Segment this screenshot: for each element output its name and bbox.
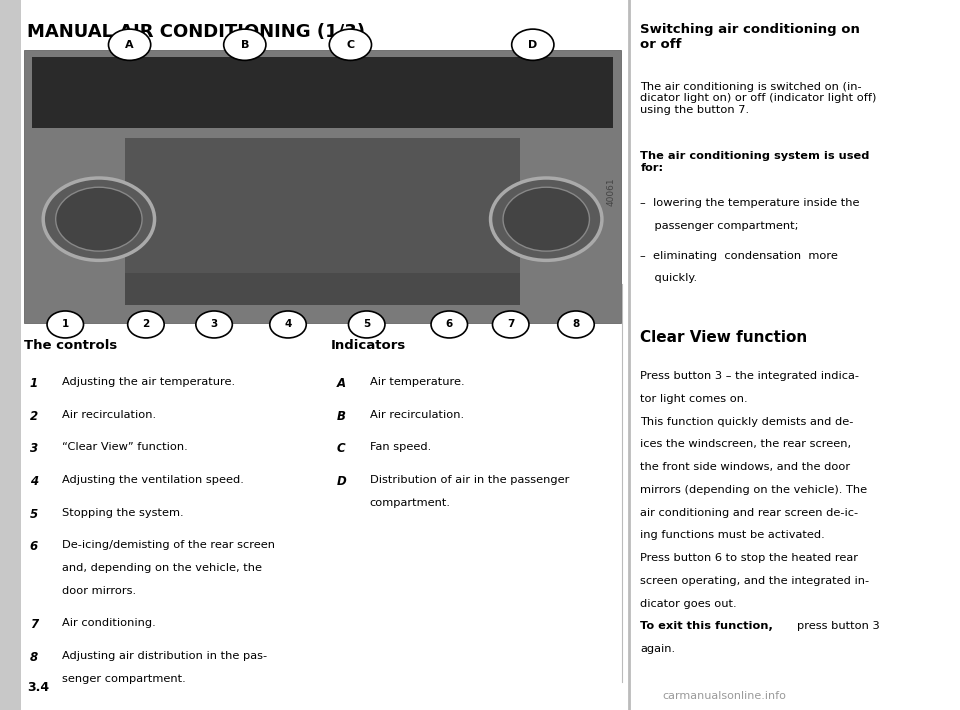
Text: A: A [126,40,133,50]
Text: the front side windows, and the door: the front side windows, and the door [640,462,851,472]
Text: 1: 1 [61,320,69,329]
Text: 40061: 40061 [607,178,616,206]
Text: quickly.: quickly. [640,273,698,283]
Text: Press button 6 to stop the heated rear: Press button 6 to stop the heated rear [640,553,858,563]
Text: “Clear View” function.: “Clear View” function. [62,442,188,452]
Text: Stopping the system.: Stopping the system. [62,508,184,518]
Text: Air recirculation.: Air recirculation. [62,410,156,420]
Text: Distribution of air in the passenger: Distribution of air in the passenger [370,475,569,485]
Circle shape [56,187,142,251]
Text: Switching air conditioning on
or off: Switching air conditioning on or off [640,23,860,51]
Circle shape [329,29,372,60]
Text: B: B [337,410,346,422]
Text: 2: 2 [142,320,150,329]
Circle shape [491,178,602,261]
Text: The air conditioning is switched on (in-
dicator light on) or off (indicator lig: The air conditioning is switched on (in-… [640,82,876,115]
Text: air conditioning and rear screen de-ic-: air conditioning and rear screen de-ic- [640,508,858,518]
Text: 5: 5 [363,320,371,329]
Text: Clear View function: Clear View function [640,330,807,345]
Text: 8: 8 [30,651,37,664]
Text: Press button 3 – the integrated indica-: Press button 3 – the integrated indica- [640,371,859,381]
Circle shape [47,311,84,338]
Text: senger compartment.: senger compartment. [62,674,186,684]
Text: 6: 6 [30,540,37,553]
Text: D: D [528,40,538,50]
Circle shape [224,29,266,60]
Text: C: C [337,442,346,455]
Text: 4: 4 [30,475,37,488]
Text: D: D [337,475,347,488]
Text: carmanualsonline.info: carmanualsonline.info [662,692,787,701]
Bar [32,57,613,128]
Text: Air recirculation.: Air recirculation. [370,410,464,420]
Text: 3.4: 3.4 [27,682,49,694]
Circle shape [558,311,594,338]
Text: door mirrors.: door mirrors. [62,586,136,596]
Text: and, depending on the vehicle, the: and, depending on the vehicle, the [62,563,262,573]
Bar [24,50,621,323]
Text: Indicators: Indicators [331,339,406,352]
Text: 3: 3 [30,442,37,455]
Bar [0,0,21,710]
Text: B: B [241,40,249,50]
Text: ing functions must be activated.: ing functions must be activated. [640,530,825,540]
Text: MANUAL AIR CONDITIONING (1/3): MANUAL AIR CONDITIONING (1/3) [27,23,365,41]
Text: 1: 1 [30,377,37,390]
Text: mirrors (depending on the vehicle). The: mirrors (depending on the vehicle). The [640,485,868,495]
Text: De-icing/demisting of the rear screen: De-icing/demisting of the rear screen [62,540,276,550]
Text: 8: 8 [572,320,580,329]
Text: 6: 6 [445,320,453,329]
Circle shape [196,311,232,338]
Text: –  eliminating  condensation  more: – eliminating condensation more [640,251,838,261]
Circle shape [128,311,164,338]
Text: tor light comes on.: tor light comes on. [640,394,748,404]
Text: –  lowering the temperature inside the: – lowering the temperature inside the [640,198,860,208]
Text: To exit this function,: To exit this function, [640,621,773,631]
Circle shape [270,311,306,338]
Circle shape [492,311,529,338]
Text: 7: 7 [507,320,515,329]
Circle shape [512,29,554,60]
Circle shape [431,311,468,338]
Text: A: A [337,377,347,390]
Text: compartment.: compartment. [370,498,450,508]
Text: C: C [347,40,354,50]
Bar [125,138,520,273]
Text: Adjusting the air temperature.: Adjusting the air temperature. [62,377,235,387]
Text: Adjusting the ventilation speed.: Adjusting the ventilation speed. [62,475,244,485]
Circle shape [348,311,385,338]
Text: This function quickly demists and de-: This function quickly demists and de- [640,417,853,427]
Text: press button 3: press button 3 [797,621,879,631]
Text: screen operating, and the integrated in-: screen operating, and the integrated in- [640,576,870,586]
Text: Fan speed.: Fan speed. [370,442,431,452]
Circle shape [43,178,155,261]
Text: 2: 2 [30,410,37,422]
Text: 5: 5 [30,508,37,520]
Circle shape [108,29,151,60]
Text: 3: 3 [210,320,218,329]
Bar [125,273,520,305]
Text: ices the windscreen, the rear screen,: ices the windscreen, the rear screen, [640,439,852,449]
Text: passenger compartment;: passenger compartment; [640,221,799,231]
Text: Air temperature.: Air temperature. [370,377,465,387]
Text: Air conditioning.: Air conditioning. [62,618,156,628]
Circle shape [503,187,589,251]
Text: The air conditioning system is used
for:: The air conditioning system is used for: [640,151,870,173]
Text: 4: 4 [284,320,292,329]
Text: again.: again. [640,644,676,654]
Text: dicator goes out.: dicator goes out. [640,599,737,608]
Text: 7: 7 [30,618,37,631]
Text: Adjusting air distribution in the pas-: Adjusting air distribution in the pas- [62,651,268,661]
Text: The controls: The controls [24,339,117,352]
